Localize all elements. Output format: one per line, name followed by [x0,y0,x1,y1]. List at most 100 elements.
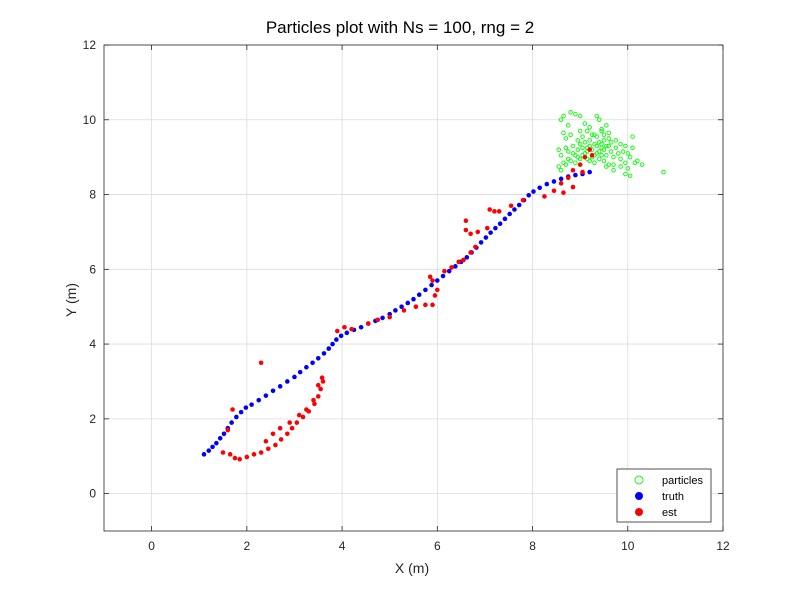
particles-point [577,113,583,119]
particles-point [604,164,609,169]
truth-point [238,409,244,415]
est-point [225,427,231,433]
particles-point [577,128,583,134]
est-point [227,452,233,457]
particles-point [630,134,635,139]
particles-point [582,121,588,126]
truth-point [358,324,364,330]
legend-label-particles: particles [662,475,703,487]
est-point [508,203,514,209]
est-point [387,314,392,320]
est-point [220,450,226,455]
est-point [319,375,325,381]
est-point [289,425,295,431]
est-point [577,162,583,167]
particles-point [615,151,621,156]
y-tick-label: 10 [83,113,97,127]
est-point [580,169,585,175]
y-tick-label: 6 [89,262,96,276]
particles-point [561,113,566,119]
truth-point [304,364,309,370]
truth-point [493,225,498,231]
particles-point [601,158,607,164]
est-point [551,188,557,194]
truth-point [234,414,239,420]
est-point [258,360,264,366]
particles-point [611,167,616,173]
truth-point [270,388,276,394]
particles-point [580,134,585,139]
truth-point [277,384,283,389]
particles-point [577,141,583,147]
est-point [430,278,435,283]
particles-point [599,153,604,158]
truth-point [326,346,332,351]
truth-point [229,420,234,425]
particles-point [613,138,619,143]
est-point [304,407,309,412]
est-point [311,397,316,403]
truth-point [573,172,578,178]
est-point [587,147,592,152]
particles-point [606,130,611,136]
y-tick-label: 2 [89,412,96,426]
est-point [449,265,454,270]
legend: particles truth est [616,468,712,523]
est-point [401,308,407,313]
particles-point [623,160,628,166]
particles-point [575,154,581,160]
particles-point [592,160,597,166]
truth-point [416,292,422,298]
est-point [315,382,321,388]
truth-point [429,282,434,288]
axis-ticks: 0 2 4 6 8 10 12 0 2 4 6 8 10 12 [83,38,730,553]
est-point [435,287,440,293]
particles-point [594,151,600,156]
particles-point [630,145,635,151]
est-point [335,328,340,334]
truth-point [214,440,219,446]
particles-point [582,139,588,145]
particles-point [599,145,604,151]
truth-point [243,405,249,410]
truth-point [210,444,215,450]
particles-point [601,132,607,137]
truth-point [201,452,207,457]
est-point [423,302,428,308]
truth-point [285,379,290,384]
x-tick-label: 8 [529,539,536,553]
truth-point [531,189,536,194]
truth-point [292,374,297,380]
est-point [232,455,238,461]
est-point [432,293,438,298]
particles-point [558,153,564,158]
particles-point [627,154,633,160]
est-point [442,268,447,274]
truth-point [497,221,503,226]
truth-point [423,287,428,293]
particles-point [623,171,628,177]
est-point [278,437,284,442]
est-point [320,379,326,384]
y-axis-label: Y (m) [63,283,79,317]
est-point [251,452,257,457]
est-point [365,321,371,326]
particles-point [575,147,581,152]
particles-point [627,173,633,179]
particles-point [556,147,561,152]
particles-point [625,166,631,171]
est-point [270,431,276,437]
particles-point [608,149,614,154]
particles-point [599,126,604,132]
est-point [456,259,462,265]
particles-point [661,169,666,175]
particles-point [639,162,645,167]
x-axis-label: X (m) [395,560,429,576]
truth-point [478,240,484,245]
truth-point [526,192,532,198]
est-point [565,175,571,181]
truth-point [537,185,542,191]
x-tick-label: 10 [621,539,635,553]
x-tick-label: 0 [148,539,155,553]
particles-point [618,164,623,169]
